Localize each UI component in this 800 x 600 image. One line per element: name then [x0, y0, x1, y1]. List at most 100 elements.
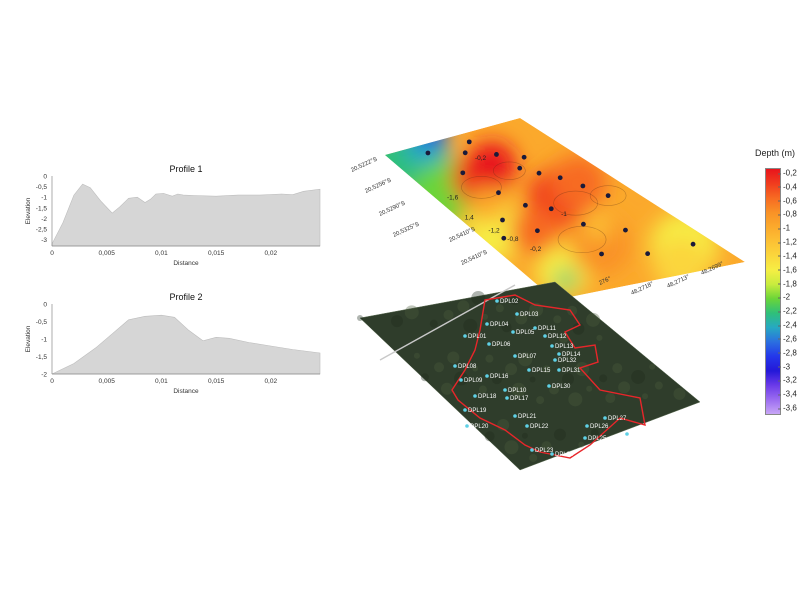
y-tick-label: -1 [41, 195, 47, 202]
y-tick-label: -1 [41, 337, 47, 344]
legend-tick-label: -1,2 [778, 237, 797, 247]
contour-label: -1,6 [447, 195, 459, 202]
piezometer-label: DPL17 [510, 396, 529, 402]
contour-label: -0,2 [475, 155, 487, 162]
y-tick-label: -0,5 [36, 184, 48, 191]
piezometer-marker [513, 414, 517, 418]
sample-point [605, 193, 611, 199]
piezometer-marker [533, 326, 537, 330]
x-axis-label: Distance [173, 260, 199, 267]
depth-legend: Depth (m) -0,2 -0,4 -0,6 -0,8 -1 -1,2 -1,4 -1,6… [755, 148, 800, 438]
y-tick-label: -2 [41, 216, 47, 223]
x-axis-label: Distance [173, 388, 199, 395]
legend-tick-label: -2,8 [778, 348, 797, 358]
contour-label: -1 [561, 211, 567, 218]
legend-tick-label: -3,2 [778, 375, 797, 385]
x-tick-label: 0,015 [208, 250, 225, 257]
x-tick-label: 0 [50, 250, 54, 257]
piezometer-label: DPL07 [518, 354, 537, 360]
piezometer-marker [527, 368, 531, 372]
piezometer-label: DPL08 [458, 364, 477, 370]
sample-point [501, 235, 507, 241]
piezometer-marker [465, 424, 469, 428]
y-tick-label: -3 [41, 237, 47, 244]
legend-tick-label: -2,6 [778, 334, 797, 344]
piezometer-label: DPL20 [470, 424, 489, 430]
piezometer-label: DPL26 [590, 424, 609, 430]
piezometer-label: DPL13 [555, 344, 574, 350]
sample-point [580, 183, 586, 189]
profile-1-area [51, 183, 321, 247]
piezometer-label: DPL15 [532, 368, 551, 374]
legend-tick-label: -0,8 [778, 209, 797, 219]
map-lat-label: 20,5256°S [364, 178, 392, 195]
y-tick-label: -2,5 [36, 227, 48, 234]
piezometer-marker [485, 322, 489, 326]
piezometer-label: DPL23 [535, 448, 554, 454]
piezometer-label: DPL02 [500, 299, 519, 305]
map-lat-label: 20,5222°S [350, 157, 378, 174]
piezometer-marker [487, 342, 491, 346]
y-tick-label: 0 [43, 302, 47, 309]
piezometer-label: DPL16 [490, 374, 509, 380]
piezometer-label: DPL24 [555, 452, 574, 458]
sample-point [548, 206, 554, 212]
site-boundary [451, 294, 646, 459]
legend-tick-label: -3 [777, 362, 791, 372]
legend-title: Depth (m) [755, 148, 796, 158]
map-lat-label: 20,5290°S [378, 201, 406, 218]
depth-map-3d: -1,6 1,4 -1,2 -0,8 -0,2 -0,2 -1 20,5222°S 20,525… [340, 100, 760, 485]
x-tick-label: 0,01 [155, 378, 168, 385]
piezometer-label: DPL06 [492, 342, 511, 348]
profile-title: Profile 2 [169, 292, 202, 302]
piezometer-label: DPL30 [552, 384, 571, 390]
piezometer-label: DPL04 [490, 322, 509, 328]
y-tick-label: -1,5 [36, 354, 48, 361]
legend-tick-label: -2,4 [778, 320, 797, 330]
y-tick-label: -1,5 [36, 205, 48, 212]
profile-2-svg: 0-0,5-1-1,5-20 0,005 0,01 0,015 0,02Profile … [25, 292, 321, 395]
y-tick-label: -2 [41, 372, 47, 379]
piezometer-marker [453, 364, 457, 368]
piezometer-marker [463, 408, 467, 412]
piezometer-marker [547, 384, 551, 388]
y-axis-label: Elevation [25, 325, 32, 352]
piezometer-marker [585, 424, 589, 428]
piezometer-marker [463, 334, 467, 338]
sample-point [466, 139, 472, 145]
piezometer-label: DPL27 [608, 416, 627, 422]
piezometer-marker [530, 448, 534, 452]
map-lat-label: 20,5410°S [460, 250, 488, 267]
legend-tick-label: -0,2 [778, 168, 797, 178]
piezometer-label: DPL28 [630, 432, 649, 438]
piezometer-marker [550, 452, 554, 456]
legend-tick-label: -3,4 [778, 389, 797, 399]
piezometer-label: DPL25 [588, 436, 607, 442]
piezometer-marker [505, 396, 509, 400]
piezometer-label: DPL21 [518, 414, 537, 420]
piezometer-marker [557, 352, 561, 356]
piezometer-marker [583, 436, 587, 440]
sample-point [581, 221, 586, 227]
sample-point [462, 150, 468, 156]
piezometer-marker [495, 299, 499, 303]
piezometer-label: DPL09 [464, 378, 483, 384]
depth-map-svg: -1,6 1,4 -1,2 -0,8 -0,2 -0,2 -1 20,5222°S 20,525… [350, 118, 745, 471]
sample-point [523, 202, 528, 208]
piezometer-marker [511, 330, 515, 334]
piezometer-label: DPL31 [562, 368, 581, 374]
piezometer-marker [513, 354, 517, 358]
sample-point [517, 165, 523, 171]
sample-point [599, 251, 604, 257]
contour-label: -0,8 [507, 236, 519, 243]
profile-title: Profile 1 [169, 164, 202, 174]
piezometer-label: DPL32 [558, 358, 577, 364]
contour-label: -1,2 [488, 227, 500, 234]
piezometer-marker [550, 344, 554, 348]
sample-point [535, 228, 540, 234]
sample-point [645, 251, 651, 257]
piezometer-label: DPL11 [538, 326, 557, 332]
x-tick-label: 0,005 [99, 378, 116, 385]
satellite-texture [357, 290, 686, 462]
piezometer-label: DPL01 [468, 334, 487, 340]
